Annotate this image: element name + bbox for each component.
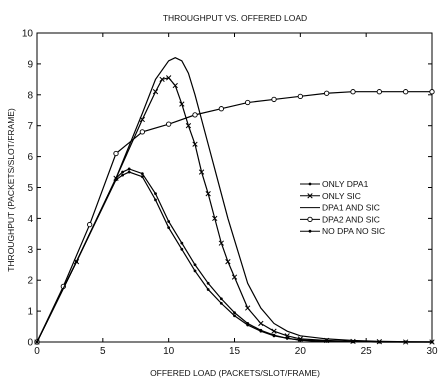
series-1-point-10 — [192, 141, 198, 147]
series-4-point-6 — [154, 192, 157, 196]
series-3-point-4 — [139, 129, 145, 135]
x-tick-label-0: 0 — [34, 346, 40, 357]
legend-marker-0 — [308, 182, 312, 186]
series-0-point-11 — [219, 301, 223, 305]
series-4-point-20 — [377, 340, 381, 344]
y-tick-label-3: 3 — [27, 245, 33, 256]
legend-entry-2: DPA1 AND SIC — [322, 203, 380, 213]
series-4-point-13 — [246, 322, 250, 325]
series-0-point-6 — [154, 198, 157, 202]
series-1-point-18 — [258, 320, 264, 327]
x-axis-title: OFFERED LOAD (PACKETS/SLOT/FRAME) — [150, 368, 320, 378]
series-4-point-9 — [193, 263, 197, 267]
y-tick-label-9: 9 — [27, 59, 33, 70]
series-1-point-9 — [185, 123, 192, 129]
series-4-point-10 — [206, 281, 210, 285]
x-tick-label-15: 15 — [229, 346, 241, 357]
y-tick-label-6: 6 — [27, 152, 33, 163]
series-4-point-5 — [140, 172, 144, 175]
series-0-point-5 — [140, 175, 144, 179]
x-tick-label-25: 25 — [361, 346, 373, 357]
y-tick-label-5: 5 — [27, 183, 33, 194]
series-1-point-6 — [166, 75, 172, 81]
series-4-point-2 — [114, 176, 118, 180]
y-tick-label-7: 7 — [27, 121, 33, 132]
legend-marker-3 — [307, 216, 313, 223]
series-3-point-10 — [297, 93, 303, 99]
series-1-point-12 — [205, 191, 211, 197]
series-0-point-10 — [206, 288, 210, 291]
series-0-point-12 — [233, 314, 236, 318]
series-4-point-15 — [272, 333, 276, 337]
series-0-point-9 — [193, 269, 197, 273]
series-4-point-18 — [325, 339, 329, 343]
series-0-point-7 — [167, 226, 171, 230]
y-tick-label-8: 8 — [27, 90, 33, 101]
y-tick-label-0: 0 — [27, 338, 33, 349]
series-1-point-7 — [172, 82, 178, 89]
y-tick-label-4: 4 — [27, 214, 33, 225]
series-4-point-8 — [180, 241, 184, 245]
series-3-point-11 — [324, 90, 330, 96]
series-3-point-8 — [245, 99, 251, 106]
series-1-point-17 — [245, 305, 251, 311]
series-3-point-7 — [218, 106, 224, 112]
series-1-point-19 — [271, 328, 277, 334]
series-1-point-13 — [212, 215, 218, 222]
series-3-point-14 — [403, 89, 409, 95]
series-4-point-17 — [298, 338, 302, 342]
chart-title: THROUGHPUT VS. OFFERED LOAD — [163, 13, 307, 23]
series-4-point-22 — [430, 340, 434, 344]
series-4-point-0 — [35, 340, 39, 344]
y-tick-label-1: 1 — [27, 307, 33, 318]
series-3-point-13 — [376, 89, 382, 95]
series-1-point-16 — [231, 274, 238, 280]
legend-entry-3: DPA2 AND SIC — [322, 214, 380, 224]
series-0-point-3 — [121, 173, 124, 177]
series-4-point-14 — [259, 328, 263, 332]
x-tick-label-30: 30 — [426, 346, 438, 357]
series-3-point-5 — [166, 121, 172, 127]
series-4-point-11 — [219, 297, 223, 301]
series-4-point-16 — [285, 336, 289, 340]
series-4-point-19 — [351, 340, 355, 344]
series-1-point-11 — [198, 169, 205, 175]
series-line-2 — [36, 57, 433, 343]
legend-entry-1: ONLY SIC — [322, 191, 361, 201]
legend-entry-0: ONLY DPA1 — [322, 179, 369, 189]
series-1-point-5 — [159, 76, 165, 83]
x-tick-label-5: 5 — [100, 346, 106, 357]
series-4-point-21 — [404, 340, 408, 344]
series-4-point-7 — [167, 220, 171, 223]
series-4-point-12 — [233, 311, 236, 315]
series-4-point-3 — [121, 170, 124, 174]
y-tick-label-10: 10 — [22, 29, 34, 40]
series-3-point-9 — [271, 96, 277, 103]
series-1-point-4 — [152, 89, 159, 95]
series-1-point-14 — [218, 240, 224, 246]
plot-area: 0 5 10 15 20 25 30 0 1 2 3 4 5 6 7 8 9 10 ONLY DPA1 ONLY SI… — [22, 29, 438, 358]
legend-marker-1 — [307, 193, 313, 199]
series-1-point-8 — [179, 101, 185, 107]
series-4-point-4 — [127, 167, 131, 171]
series-3-point-12 — [350, 89, 356, 95]
x-tick-label-10: 10 — [163, 346, 175, 357]
series-0-point-4 — [127, 170, 131, 174]
x-tick-label-20: 20 — [295, 346, 307, 357]
series-3-point-15 — [429, 89, 435, 95]
series-line-3 — [36, 91, 432, 343]
series-3-point-6 — [192, 112, 198, 118]
series-1-point-15 — [225, 259, 231, 265]
plot-frame — [36, 32, 433, 343]
series-3-point-2 — [87, 221, 93, 228]
y-axis-title: THROUGHPUT (PACKETS/SLOT/FRAME) — [6, 108, 16, 272]
legend-entry-4: NO DPA NO SIC — [322, 226, 385, 236]
series-3-point-3 — [113, 150, 119, 157]
legend-marker-4 — [308, 229, 312, 233]
y-tick-label-2: 2 — [27, 276, 33, 287]
series-4-point-1 — [75, 260, 78, 264]
series-0-point-8 — [180, 247, 184, 251]
